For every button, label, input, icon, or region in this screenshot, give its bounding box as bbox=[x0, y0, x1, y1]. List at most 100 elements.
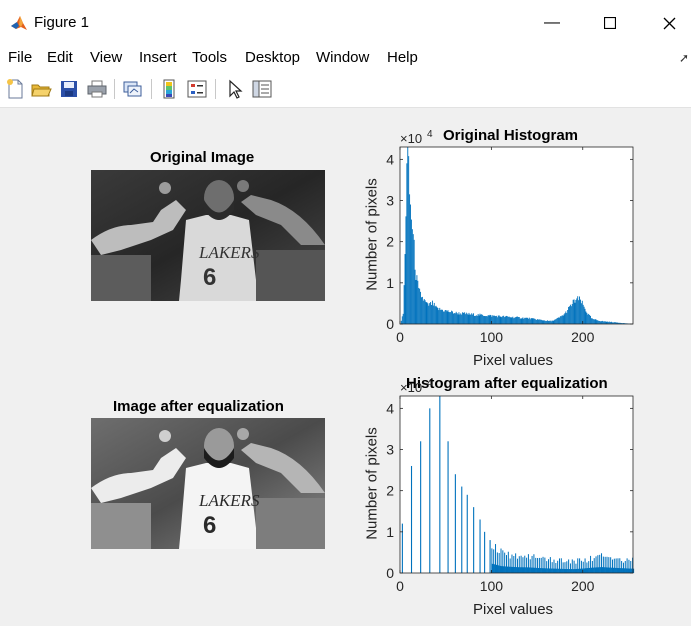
histogram-bar bbox=[612, 567, 615, 573]
histogram-bar bbox=[473, 313, 475, 324]
histogram-bar bbox=[558, 568, 560, 573]
histogram-bar bbox=[580, 299, 581, 324]
histogram-bar bbox=[575, 300, 577, 324]
histogram-bar bbox=[495, 315, 497, 324]
histogram-bar bbox=[579, 296, 581, 324]
histogram-bar bbox=[527, 554, 529, 573]
histogram-bar bbox=[611, 567, 614, 573]
histogram-bar bbox=[423, 299, 425, 324]
histogram-bar bbox=[623, 323, 625, 324]
histogram-bar bbox=[621, 561, 623, 573]
save-icon[interactable] bbox=[58, 78, 80, 100]
histogram-bar bbox=[474, 315, 475, 324]
histogram-bar bbox=[493, 564, 495, 573]
close-button[interactable] bbox=[649, 8, 689, 38]
colorbar-icon[interactable] bbox=[158, 78, 180, 100]
histogram-bar bbox=[553, 568, 555, 573]
histogram-bar bbox=[597, 555, 599, 573]
histogram-bar bbox=[558, 558, 560, 573]
menu-view[interactable]: View bbox=[90, 49, 123, 66]
menu-window[interactable]: Window bbox=[316, 49, 370, 66]
maximize-button[interactable] bbox=[590, 8, 630, 38]
print-icon[interactable] bbox=[86, 78, 108, 100]
histogram-bar bbox=[629, 568, 631, 573]
dock-arrow-icon[interactable]: ➚ bbox=[678, 51, 689, 65]
histogram-bar bbox=[502, 315, 504, 324]
menu-edit[interactable]: Edit bbox=[47, 49, 73, 66]
histogram-bar bbox=[492, 315, 494, 324]
histogram-bar bbox=[520, 567, 522, 573]
menu-help[interactable]: Help bbox=[387, 49, 418, 66]
histogram-bar bbox=[550, 321, 552, 324]
histogram-bar bbox=[620, 568, 622, 573]
histogram-bar bbox=[505, 566, 508, 573]
histogram-bar bbox=[538, 319, 540, 324]
menu-desktop[interactable]: Desktop bbox=[245, 49, 301, 66]
histogram-bar bbox=[510, 317, 512, 324]
histogram-bar bbox=[524, 317, 526, 324]
x-tick-label: 0 bbox=[396, 578, 404, 594]
histogram-bar bbox=[475, 315, 477, 324]
histogram-bar bbox=[505, 555, 507, 573]
minimize-button[interactable]: — bbox=[532, 8, 572, 38]
histogram-bar bbox=[541, 320, 543, 324]
histogram-bar bbox=[565, 311, 567, 324]
histogram-bar bbox=[562, 562, 564, 573]
histogram-bar bbox=[525, 317, 527, 324]
histogram-bar bbox=[495, 316, 496, 324]
histogram-bar bbox=[421, 297, 422, 324]
histogram-bar bbox=[543, 320, 545, 324]
histogram-bar bbox=[494, 315, 496, 324]
menu-tools[interactable]: Tools bbox=[192, 49, 228, 66]
histogram-bar bbox=[416, 275, 418, 324]
pointer-icon[interactable] bbox=[224, 78, 246, 100]
histogram-bar bbox=[586, 562, 588, 573]
histogram-bar bbox=[491, 548, 493, 573]
histogram-bar bbox=[567, 569, 569, 573]
histogram-bar bbox=[584, 568, 586, 573]
histogram-bar bbox=[495, 544, 497, 573]
histogram-bar bbox=[561, 568, 563, 573]
histogram-bar bbox=[606, 556, 608, 573]
histogram-bar bbox=[609, 321, 611, 324]
histogram-bar bbox=[509, 317, 511, 324]
histogram-bar bbox=[585, 568, 587, 573]
histogram-bar bbox=[527, 317, 528, 324]
link-plot-icon[interactable] bbox=[121, 78, 143, 100]
histogram-bar bbox=[595, 556, 597, 573]
menu-insert[interactable]: Insert bbox=[139, 49, 177, 66]
histogram-bar bbox=[603, 321, 605, 324]
histogram-bar bbox=[633, 568, 635, 573]
histogram-bar bbox=[511, 566, 513, 573]
histogram-bar bbox=[601, 320, 603, 324]
histogram-bar bbox=[546, 561, 548, 573]
close-icon bbox=[663, 17, 675, 29]
histogram-bar bbox=[548, 559, 550, 573]
histogram-bar bbox=[590, 567, 593, 573]
histogram-bar bbox=[527, 318, 529, 324]
histogram-bar bbox=[546, 568, 548, 573]
histogram-bar bbox=[613, 322, 615, 324]
histogram-bar bbox=[611, 559, 613, 573]
menu-file[interactable]: File bbox=[8, 49, 33, 66]
property-inspector-icon[interactable] bbox=[251, 78, 273, 100]
new-figure-icon[interactable] bbox=[4, 78, 26, 100]
histogram-bar bbox=[483, 315, 485, 324]
histogram-bar bbox=[536, 319, 538, 324]
histogram-bar bbox=[591, 560, 593, 573]
equalized-image-title: Image after equalization bbox=[113, 398, 284, 415]
histogram-bar bbox=[449, 312, 451, 324]
histogram-bar bbox=[560, 568, 562, 573]
histogram-bar bbox=[521, 567, 523, 573]
histogram-bar bbox=[606, 567, 608, 573]
histogram-bar bbox=[601, 567, 603, 573]
histogram-bar bbox=[428, 305, 430, 324]
histogram-bar bbox=[591, 318, 593, 324]
y-tick-label: 4 bbox=[386, 151, 394, 167]
legend-icon[interactable] bbox=[186, 78, 208, 100]
histogram-bar bbox=[513, 566, 515, 573]
histogram-bar bbox=[578, 568, 580, 573]
y-tick-label: 3 bbox=[386, 193, 394, 209]
open-file-icon[interactable] bbox=[30, 78, 52, 100]
svg-text:6: 6 bbox=[203, 264, 216, 291]
